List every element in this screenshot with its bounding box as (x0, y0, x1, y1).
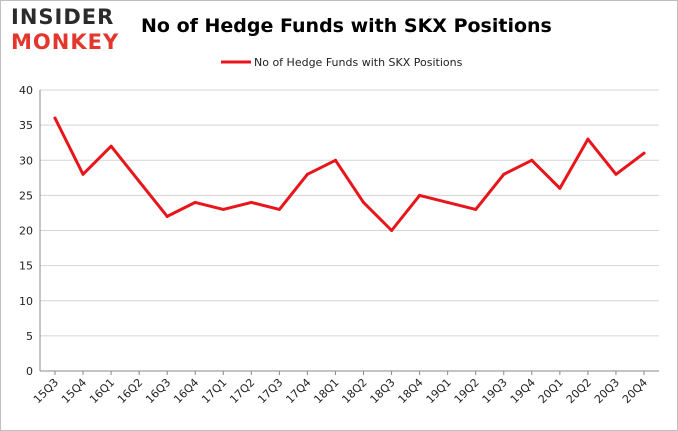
x-tick-label: 20Q1 (536, 376, 566, 406)
series-group (53, 116, 646, 232)
x-tick-label: 16Q4 (171, 376, 201, 406)
x-tick-label: 18Q4 (396, 376, 426, 406)
data-point (109, 144, 113, 148)
x-tick-label: 17Q4 (283, 376, 313, 406)
x-tick-label: 19Q4 (508, 376, 538, 406)
x-tick-label: 20Q4 (620, 376, 650, 406)
logo-line-2: MONKEY (11, 30, 120, 54)
logo-line-1: INSIDER (11, 5, 115, 29)
y-tick-label: 20 (19, 225, 33, 238)
data-point (53, 116, 57, 120)
data-point (165, 214, 169, 218)
x-tick-label: 16Q2 (115, 376, 145, 406)
data-point (530, 158, 534, 162)
data-point (502, 172, 506, 176)
data-point (81, 172, 85, 176)
x-tick-label: 18Q3 (368, 376, 398, 406)
y-tick-label: 40 (19, 84, 33, 97)
x-tick-label: 17Q1 (199, 376, 229, 406)
x-tick-label: 20Q3 (592, 376, 622, 406)
data-point (642, 151, 646, 155)
x-tick-label: 16Q1 (87, 376, 117, 406)
x-tick-label: 17Q2 (227, 376, 257, 406)
data-point (277, 207, 281, 211)
x-tick-label: 17Q3 (255, 376, 285, 406)
data-point (446, 200, 450, 204)
x-tick-label: 18Q2 (339, 376, 369, 406)
y-tick-label: 15 (19, 260, 33, 273)
axes (39, 90, 659, 375)
x-tick-label: 19Q2 (452, 376, 482, 406)
x-tick-label: 15Q3 (31, 376, 61, 406)
x-tick-labels: 15Q315Q416Q116Q216Q316Q417Q117Q217Q317Q4… (31, 376, 650, 406)
data-point (614, 172, 618, 176)
series-line (53, 116, 646, 232)
y-tick-label: 10 (19, 295, 33, 308)
data-point (249, 200, 253, 204)
y-tick-labels: 0 5 10 15 20 25 30 35 40 (19, 84, 33, 378)
data-point (418, 193, 422, 197)
x-tick-label: 20Q2 (564, 376, 594, 406)
y-tick-label: 30 (19, 154, 33, 167)
x-tick-label: 19Q1 (424, 376, 454, 406)
grid-lines (40, 89, 659, 337)
x-tick-label: 15Q4 (59, 376, 89, 406)
legend-label: No of Hedge Funds with SKX Positions (254, 56, 463, 69)
data-point (333, 158, 337, 162)
x-tick-label: 16Q3 (143, 376, 173, 406)
y-tick-label: 0 (26, 365, 33, 378)
data-point (305, 172, 309, 176)
data-point (362, 200, 366, 204)
y-tick-label: 5 (26, 330, 33, 343)
y-tick-label: 25 (19, 189, 33, 202)
x-tick-label: 18Q1 (311, 376, 341, 406)
data-point (137, 179, 141, 183)
data-point (390, 229, 394, 232)
y-tick-label: 35 (19, 119, 33, 132)
x-tick-label: 19Q3 (480, 376, 510, 406)
data-point (474, 207, 478, 211)
data-point (193, 200, 197, 204)
chart-title: No of Hedge Funds with SKX Positions (141, 15, 552, 37)
data-point (558, 186, 562, 190)
legend: No of Hedge Funds with SKX Positions (221, 56, 463, 69)
data-point (586, 137, 590, 141)
data-point (221, 207, 225, 211)
insider-monkey-logo: INSIDER MONKEY (11, 5, 127, 57)
